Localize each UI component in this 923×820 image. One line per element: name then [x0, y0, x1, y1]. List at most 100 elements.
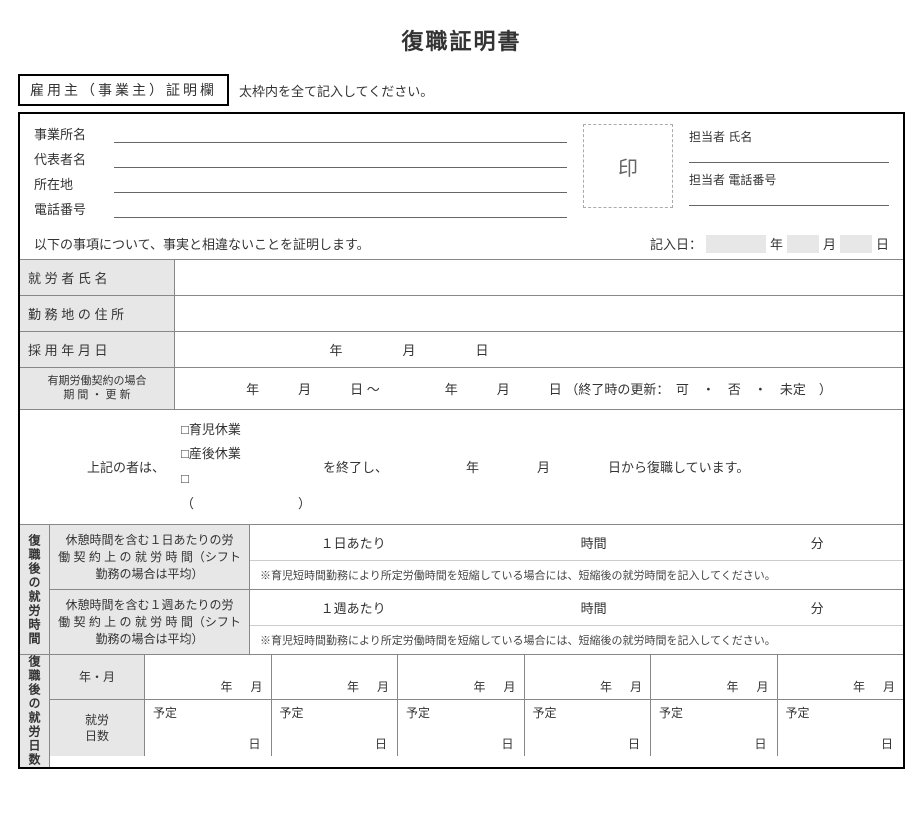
leave-end-text: を終了し、 年 月 日から復職しています。: [315, 410, 903, 525]
per-day-prefix: １日あたり: [250, 533, 456, 552]
employer-info-block: 事業所名 代表者名 所在地 電話番号 印 担当者 氏名 担当者 電話番号: [20, 114, 903, 230]
entry-date: 記入日： 年 月 日: [650, 234, 889, 253]
per-day-min-unit: 分: [731, 533, 903, 552]
entry-month-field[interactable]: [787, 235, 819, 253]
leave-opt-postpartum[interactable]: □産後休業: [181, 442, 309, 467]
entry-year-field[interactable]: [706, 235, 766, 253]
hire-year-unit: 年: [329, 340, 342, 359]
work-hours-section: 復職後の就労時間 休憩時間を含む１日あたりの労 働 契 約 上 の 就 労 時 …: [20, 525, 903, 655]
statement-text: 以下の事項について、事実と相違ないことを証明します。: [34, 234, 370, 253]
per-week-prefix: １週あたり: [250, 598, 456, 617]
hire-date-row: 採 用 年 月 日 年 月 日: [20, 332, 903, 368]
days-cell[interactable]: 予定日: [398, 700, 525, 756]
work-address-row: 勤 務 地 の 住 所: [20, 296, 903, 332]
leave-row: 上記の者は、 □育児休業 □産後休業 □（ ） を終了し、 年 月 日から復職し…: [20, 410, 903, 526]
per-day-label: 休憩時間を含む１日あたりの労 働 契 約 上 の 就 労 時 間（シフト勤務の場…: [50, 525, 250, 589]
day-cells: 予定日予定日予定日予定日予定日予定日: [145, 700, 903, 756]
statement-row: 以下の事項について、事実と相違ないことを証明します。 記入日： 年 月 日: [20, 230, 903, 260]
ym-cells: 年月年月年月年月年月年月: [145, 655, 903, 699]
leave-after3: 月: [537, 457, 550, 476]
days-cell[interactable]: 予定日: [525, 700, 652, 756]
ym-cell[interactable]: 年月: [272, 655, 399, 699]
per-day-hours-unit: 時間: [456, 533, 731, 552]
contact-block: 担当者 氏名 担当者 電話番号: [689, 124, 889, 224]
leave-opt-childcare[interactable]: □育児休業: [181, 418, 309, 443]
ym-cell[interactable]: 年月: [145, 655, 272, 699]
page-title: 復職証明書: [18, 24, 905, 56]
work-days-body: 年・月 年月年月年月年月年月年月 就労 日数 予定日予定日予定日予定日予定日予定…: [50, 655, 903, 767]
phone-field[interactable]: [114, 200, 567, 218]
address-field[interactable]: [114, 175, 567, 193]
days-row-l2: 日数: [85, 728, 109, 745]
days-cell[interactable]: 予定日: [651, 700, 778, 756]
entry-date-label: 記入日：: [650, 234, 702, 253]
ym-cell[interactable]: 年月: [525, 655, 652, 699]
worker-name-label: 就 労 者 氏 名: [20, 260, 175, 295]
work-days-vlabel: 復職後の就労日数: [20, 655, 50, 767]
hire-date-field[interactable]: 年 月 日: [175, 332, 903, 367]
fixed-term-field[interactable]: 年 月 日 ～ 年 月 日 （終了時の更新： 可 ・ 否 ・ 未定 ）: [175, 368, 903, 409]
employer-header-box: 雇用主（事業主）証明欄: [18, 74, 229, 106]
days-row-l1: 就労: [85, 712, 109, 729]
form-frame: 事業所名 代表者名 所在地 電話番号 印 担当者 氏名 担当者 電話番号: [18, 112, 905, 769]
hire-month-unit: 月: [402, 340, 415, 359]
per-day-body: １日あたり 時間 分 ※育児短時間勤務により所定労働時間を短縮している場合には、…: [250, 525, 903, 589]
work-address-label: 勤 務 地 の 住 所: [20, 296, 175, 331]
employer-header: 雇用主（事業主）証明欄 太枠内を全て記入してください。: [18, 74, 905, 106]
employer-info-left: 事業所名 代表者名 所在地 電話番号: [34, 124, 567, 224]
work-address-field[interactable]: [175, 296, 903, 331]
worker-name-field[interactable]: [175, 260, 903, 295]
per-week-label: 休憩時間を含む１週あたりの労 働 契 約 上 の 就 労 時 間（シフト勤務の場…: [50, 590, 250, 654]
entry-day-unit: 日: [876, 234, 889, 253]
days-cell[interactable]: 予定日: [778, 700, 904, 756]
office-name-label: 事業所名: [34, 124, 114, 143]
entry-year-unit: 年: [770, 234, 783, 253]
contact-name-label: 担当者 氏名: [689, 128, 889, 145]
per-day-note: ※育児短時間勤務により所定労働時間を短縮している場合には、短縮後の就労時間を記入…: [250, 561, 903, 589]
address-label: 所在地: [34, 174, 114, 193]
work-hours-body: 休憩時間を含む１日あたりの労 働 契 約 上 の 就 労 時 間（シフト勤務の場…: [50, 525, 903, 654]
contact-phone-field[interactable]: [689, 190, 889, 206]
ym-row: 年・月 年月年月年月年月年月年月: [50, 655, 903, 700]
entry-day-field[interactable]: [840, 235, 872, 253]
fixed-term-l2: 期 間 ・ 更 新: [63, 388, 130, 402]
ym-cell[interactable]: 年月: [398, 655, 525, 699]
fixed-term-label: 有期労働契約の場合 期 間 ・ 更 新: [20, 368, 175, 409]
leave-after2: 年: [466, 457, 479, 476]
ym-cell[interactable]: 年月: [651, 655, 778, 699]
leave-after1: を終了し、: [323, 457, 388, 476]
entry-month-unit: 月: [823, 234, 836, 253]
leave-lead: 上記の者は、: [20, 410, 175, 525]
employer-header-note: 太枠内を全て記入してください。: [239, 81, 433, 100]
rep-name-field[interactable]: [114, 150, 567, 168]
days-cell[interactable]: 予定日: [145, 700, 272, 756]
days-row-label: 就労 日数: [50, 700, 145, 756]
fixed-term-l1: 有期労働契約の場合: [48, 374, 147, 388]
per-week-note: ※育児短時間勤務により所定労働時間を短縮している場合には、短縮後の就労時間を記入…: [250, 626, 903, 654]
per-week-min-unit: 分: [731, 598, 903, 617]
ym-cell[interactable]: 年月: [778, 655, 904, 699]
phone-label: 電話番号: [34, 199, 114, 218]
hire-date-label: 採 用 年 月 日: [20, 332, 175, 367]
leave-options[interactable]: □育児休業 □産後休業 □（ ）: [175, 410, 315, 525]
per-day-value-line[interactable]: １日あたり 時間 分: [250, 525, 903, 561]
contact-phone-label: 担当者 電話番号: [689, 171, 889, 188]
hire-day-unit: 日: [476, 340, 489, 359]
per-week-row: 休憩時間を含む１週あたりの労 働 契 約 上 の 就 労 時 間（シフト勤務の場…: [50, 590, 903, 654]
days-row: 就労 日数 予定日予定日予定日予定日予定日予定日: [50, 700, 903, 756]
fixed-term-row: 有期労働契約の場合 期 間 ・ 更 新 年 月 日 ～ 年 月 日 （終了時の更…: [20, 368, 903, 410]
leave-opt-other[interactable]: □（ ）: [181, 467, 309, 516]
seal-box[interactable]: 印: [583, 124, 673, 208]
days-cell[interactable]: 予定日: [272, 700, 399, 756]
leave-after4: 日から復職しています。: [608, 457, 749, 476]
work-days-section: 復職後の就労日数 年・月 年月年月年月年月年月年月 就労 日数 予定日予定日予定…: [20, 655, 903, 767]
rep-name-label: 代表者名: [34, 149, 114, 168]
per-week-hours-unit: 時間: [456, 598, 731, 617]
contact-name-field[interactable]: [689, 147, 889, 163]
per-week-value-line[interactable]: １週あたり 時間 分: [250, 590, 903, 626]
per-week-body: １週あたり 時間 分 ※育児短時間勤務により所定労働時間を短縮している場合には、…: [250, 590, 903, 654]
per-day-row: 休憩時間を含む１日あたりの労 働 契 約 上 の 就 労 時 間（シフト勤務の場…: [50, 525, 903, 590]
worker-name-row: 就 労 者 氏 名: [20, 260, 903, 296]
work-hours-vlabel: 復職後の就労時間: [20, 525, 50, 654]
office-name-field[interactable]: [114, 125, 567, 143]
